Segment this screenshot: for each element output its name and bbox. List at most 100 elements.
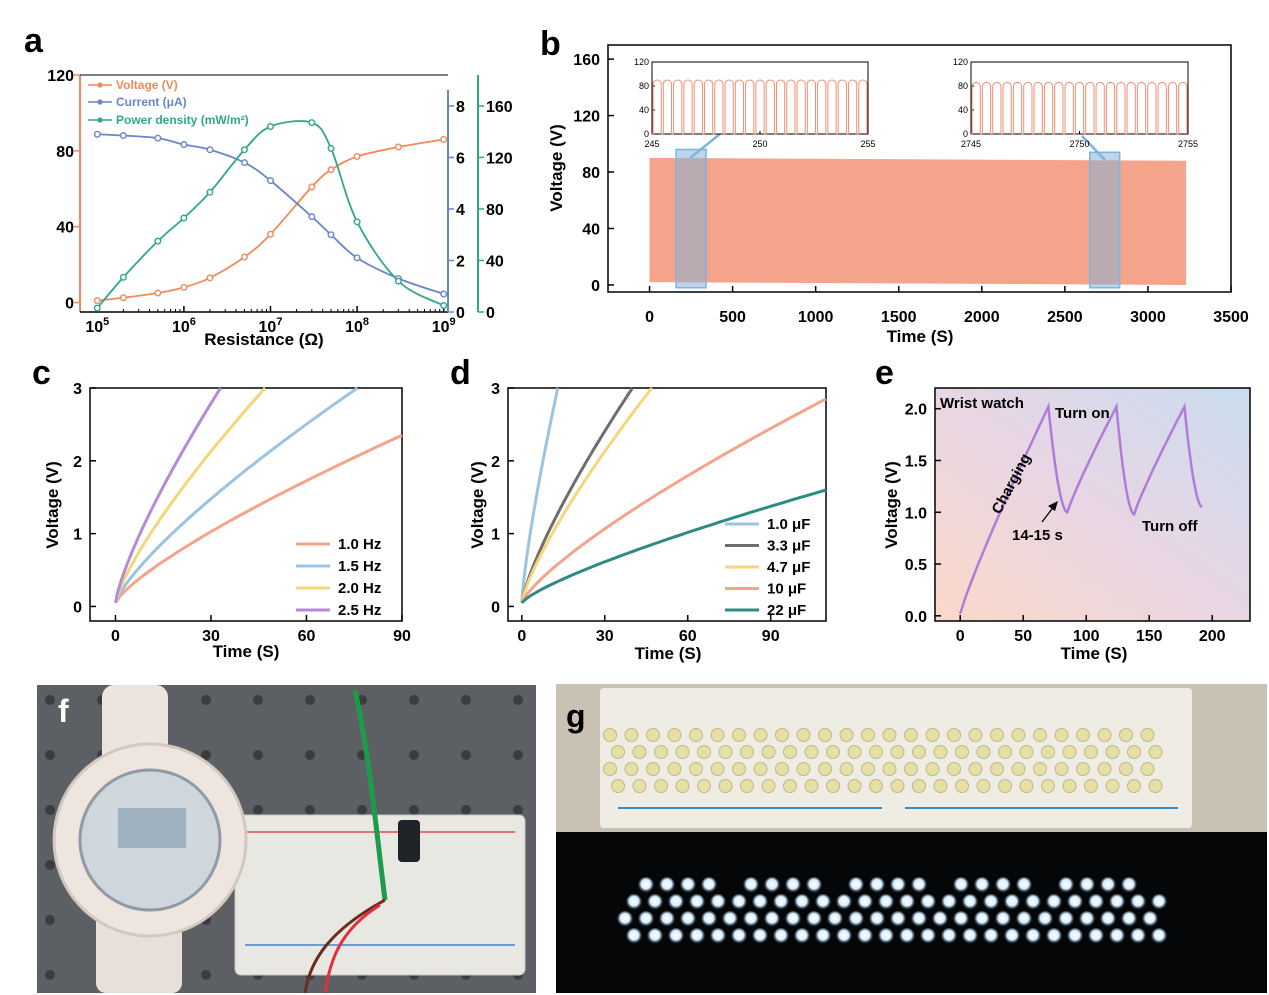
d-legend-label-2: 4.7 μF bbox=[767, 559, 810, 576]
g-led-lit bbox=[920, 928, 936, 944]
f-table-hole bbox=[305, 750, 315, 760]
e-frame bbox=[934, 387, 1251, 622]
g-led-lit bbox=[1037, 911, 1053, 927]
b-inset-xtick-label: 2755 bbox=[1178, 139, 1198, 149]
f-table-hole bbox=[409, 805, 419, 815]
g-led-unlit bbox=[697, 745, 711, 759]
a-point-0 bbox=[353, 153, 361, 161]
a-xtick-label: 109 bbox=[432, 316, 456, 336]
d-series-line-0 bbox=[520, 387, 560, 603]
a-point-2 bbox=[93, 304, 101, 312]
g-led-lit bbox=[659, 877, 675, 893]
b-zoom-arrow-2 bbox=[1081, 135, 1106, 161]
g-led-lit bbox=[806, 877, 822, 893]
g-led-lit bbox=[890, 911, 906, 927]
a-point-1 bbox=[327, 231, 335, 239]
g-led-unlit bbox=[632, 779, 647, 793]
f-table-hole bbox=[45, 695, 55, 705]
b-ytick-label: 80 bbox=[582, 165, 600, 182]
f-table-hole bbox=[513, 695, 523, 705]
b-inset-ytick-label: 80 bbox=[958, 81, 968, 91]
g-led-unlit bbox=[968, 762, 983, 776]
a-point-1 bbox=[206, 146, 214, 154]
g-led-lit bbox=[848, 877, 864, 893]
g-led-lit bbox=[638, 911, 654, 927]
g-led-unlit bbox=[1119, 762, 1133, 776]
b-inset-ytick-label: 0 bbox=[644, 129, 649, 139]
g-led-lit bbox=[701, 911, 717, 927]
b-ytick-label: 0 bbox=[591, 278, 600, 295]
a-ytick-label-right1: 8 bbox=[456, 99, 465, 116]
g-led-unlit bbox=[933, 745, 948, 759]
c-series-line-1 bbox=[114, 386, 359, 604]
d-series-line-4 bbox=[520, 488, 827, 604]
g-led-unlit bbox=[1054, 762, 1069, 776]
g-led-unlit bbox=[1019, 745, 1034, 759]
c-series-line-2 bbox=[114, 387, 267, 604]
a-point-2 bbox=[206, 188, 214, 196]
g-led-unlit bbox=[761, 779, 776, 793]
f-table-hole bbox=[253, 805, 263, 815]
g-led-lit bbox=[647, 928, 663, 944]
g-led-unlit bbox=[710, 762, 725, 776]
g-led-lit bbox=[878, 928, 894, 944]
g-led-lit bbox=[932, 911, 948, 927]
a-legend-power: Power density (mW/m²) bbox=[116, 113, 249, 127]
chart-b: 0 500 1000 1500 2000 2500 3000 350004080120160 … bbox=[547, 44, 1249, 346]
b-inset-xtick-label: 245 bbox=[644, 139, 659, 149]
b-ytick-label: 120 bbox=[573, 109, 600, 126]
chart-c: 0 30 60 90 0 1 2 3 1.0 Hz 1.5 Hz 2.0 Hz 2.5 Hz Tim… bbox=[43, 381, 411, 661]
g-led-unlit bbox=[1062, 745, 1077, 759]
c-legend: 1.0 Hz 1.5 Hz 2.0 Hz 2.5 Hz bbox=[296, 536, 381, 619]
a-series bbox=[93, 119, 448, 312]
e-turn-off: Turn off bbox=[1142, 518, 1199, 535]
g-led-lit bbox=[764, 911, 780, 927]
panel-label-c: c bbox=[32, 354, 51, 392]
a-xtick-label: 108 bbox=[345, 316, 369, 336]
g-led-lit bbox=[1016, 911, 1032, 927]
g-led-unlit bbox=[1148, 745, 1163, 759]
photo-watch-setup: f bbox=[37, 685, 536, 994]
g-led-unlit bbox=[933, 779, 948, 793]
g-led-lit bbox=[617, 911, 633, 927]
d-ylabel: Voltage (V) bbox=[468, 461, 487, 549]
f-capacitor bbox=[398, 820, 420, 862]
g-led-unlit bbox=[796, 762, 811, 776]
a-ytick-label-right1: 4 bbox=[456, 202, 465, 219]
f-table-hole bbox=[409, 750, 419, 760]
a-legend-voltage: Voltage (V) bbox=[116, 78, 178, 92]
g-led-lit bbox=[1109, 894, 1125, 910]
a-ytick-label-right2: 80 bbox=[486, 202, 504, 219]
c-xtick-label: 30 bbox=[202, 628, 220, 645]
e-xlabel: Time (S) bbox=[1061, 644, 1128, 663]
chart-e: 0 50 100 150 2000.00.51.01.52.0 Wrist watch … bbox=[882, 387, 1251, 663]
g-led-unlit bbox=[775, 728, 789, 742]
a-point-2 bbox=[308, 119, 316, 127]
a-ytick-label-right2: 0 bbox=[486, 305, 495, 322]
g-led-lit bbox=[638, 877, 654, 893]
a-point-0 bbox=[308, 183, 316, 191]
c-ytick-label: 0 bbox=[73, 599, 82, 616]
b-inset-2: 2745 2750 2755 0 40 80 120 bbox=[953, 57, 1198, 149]
g-led-unlit bbox=[1076, 728, 1090, 742]
g-led-unlit bbox=[611, 779, 625, 793]
g-led-lit bbox=[659, 911, 675, 927]
g-led-lit bbox=[785, 877, 801, 893]
g-led-lit bbox=[899, 928, 915, 944]
g-led-unlit bbox=[998, 779, 1012, 793]
f-table-hole bbox=[461, 805, 471, 815]
e-xtick-label: 100 bbox=[1073, 628, 1100, 645]
g-led-unlit bbox=[947, 728, 961, 742]
g-led-unlit bbox=[1119, 728, 1133, 742]
f-green-wire bbox=[352, 689, 388, 901]
g-led-lit bbox=[920, 894, 936, 910]
b-ytick-label: 40 bbox=[582, 221, 600, 238]
c-xlabel: Time (S) bbox=[213, 642, 280, 661]
g-led-unlit bbox=[955, 745, 969, 759]
g-led-unlit bbox=[955, 779, 969, 793]
a-point-0 bbox=[327, 166, 335, 174]
b-xtick-label: 500 bbox=[719, 309, 746, 326]
g-leds-lit bbox=[617, 877, 1167, 944]
c-series bbox=[114, 386, 403, 604]
a-point-0 bbox=[206, 274, 214, 282]
